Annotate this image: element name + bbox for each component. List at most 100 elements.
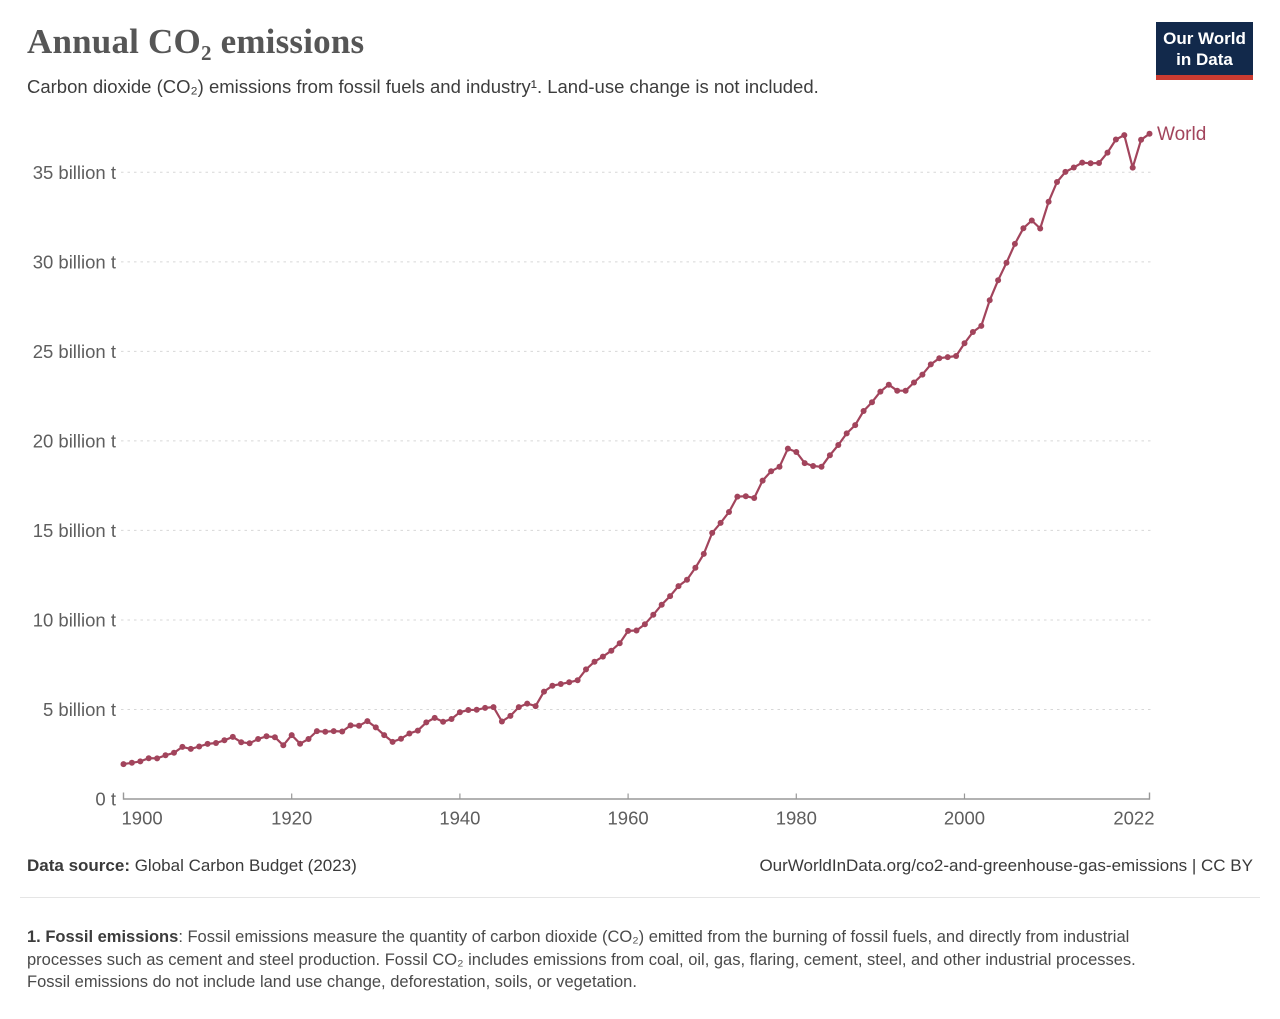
- x-axis-tick-label: 2022: [1113, 808, 1154, 829]
- world-series-point: [490, 704, 497, 711]
- world-series-point: [1045, 198, 1052, 205]
- world-series-point: [852, 422, 859, 429]
- world-series-point: [389, 738, 396, 745]
- world-series-point: [330, 728, 337, 735]
- world-series-line: [123, 132, 1151, 766]
- world-series-point: [297, 740, 304, 747]
- world-series-point: [288, 732, 295, 739]
- x-axis-tick-label: 1900: [122, 808, 163, 829]
- world-series-point: [406, 730, 413, 737]
- footer-divider: [20, 897, 1260, 898]
- world-series-point: [692, 564, 699, 571]
- world-series-point: [204, 740, 211, 747]
- world-series-point: [776, 463, 783, 470]
- world-series-point: [557, 681, 564, 687]
- world-series-point: [608, 647, 615, 654]
- world-series-point: [818, 463, 825, 470]
- world-series-point: [482, 704, 489, 711]
- world-series-point: [768, 468, 775, 475]
- x-axis: 1900 1920 1940 1960 1980 2000 2022: [122, 792, 1155, 829]
- world-series-point: [843, 430, 850, 437]
- world-series-point: [1011, 240, 1018, 247]
- gridlines: [121, 171, 1153, 710]
- world-series-point: [995, 277, 1002, 284]
- x-axis-tick-label: 1940: [439, 808, 480, 829]
- chart-footer: Data source: Global Carbon Budget (2023)…: [27, 856, 1253, 876]
- world-series-point: [953, 353, 960, 359]
- data-source-value: Global Carbon Budget (2023): [129, 856, 357, 875]
- world-series-point: [826, 452, 833, 459]
- world-series-point: [137, 758, 144, 765]
- world-series-point: [583, 666, 589, 673]
- world-series-point: [877, 388, 884, 395]
- series-label-world: World: [1157, 124, 1207, 145]
- world-series-point: [465, 707, 472, 713]
- world-series-point: [347, 722, 354, 729]
- world-series-point: [1104, 149, 1111, 156]
- owid-logo[interactable]: Our World in Data: [1156, 22, 1253, 80]
- world-series-point: [986, 297, 993, 304]
- world-series-point: [911, 379, 917, 386]
- world-series-point: [700, 550, 707, 557]
- world-series-point: [171, 749, 177, 756]
- world-series-point: [1054, 179, 1060, 185]
- world-series-point: [574, 677, 581, 684]
- x-axis-tick-label: 1960: [608, 808, 649, 829]
- world-series-point: [221, 737, 228, 744]
- world-series-point: [187, 745, 194, 752]
- world-series-point: [599, 653, 606, 660]
- world-series-point: [322, 728, 329, 735]
- world-series-point: [414, 727, 421, 734]
- world-series-point: [313, 728, 320, 735]
- world-series-point: [944, 354, 951, 361]
- world-series-point: [524, 700, 531, 707]
- world-series-point: [128, 759, 135, 766]
- world-series-point: [793, 449, 800, 455]
- owid-logo-line1: Our World: [1163, 29, 1246, 48]
- world-series-point: [255, 736, 262, 742]
- world-series-point: [869, 399, 875, 406]
- world-series-point: [305, 736, 312, 742]
- world-series-point: [431, 714, 438, 721]
- attribution-link[interactable]: OurWorldInData.org/co2-and-greenhouse-ga…: [759, 856, 1253, 875]
- world-series-point: [1070, 164, 1077, 171]
- world-series-point: [961, 340, 968, 347]
- world-series-point: [919, 371, 926, 378]
- world-series-point: [1003, 259, 1010, 266]
- y-axis-tick-label: 10 billion t: [33, 609, 116, 630]
- y-axis-tick-label: 35 billion t: [33, 162, 116, 183]
- world-series-point: [709, 529, 716, 536]
- world-series-point: [810, 463, 817, 469]
- world-series-point: [684, 576, 690, 583]
- world-series-point: [1129, 164, 1136, 171]
- world-series-point: [473, 706, 480, 713]
- world-series-point: [1020, 225, 1027, 232]
- world-series-point: [515, 704, 522, 711]
- world-series-point: [784, 445, 791, 452]
- world-series-point: [1096, 160, 1102, 166]
- world-series-point: [339, 728, 346, 735]
- world-series-point: [1087, 160, 1094, 167]
- y-axis-tick-label: 15 billion t: [33, 520, 116, 541]
- world-series-point: [440, 718, 447, 725]
- world-series-point: [372, 724, 379, 731]
- world-series-point: [179, 743, 186, 750]
- chart-subtitle: Carbon dioxide (CO₂) emissions from foss…: [27, 76, 819, 97]
- world-series-point: [978, 322, 985, 329]
- world-series-point: [860, 408, 867, 414]
- world-series-point: [751, 495, 758, 501]
- world-series-point: [801, 460, 808, 467]
- x-axis-tick-label: 1980: [776, 808, 817, 829]
- y-axis-tick-label: 20 billion t: [33, 430, 116, 451]
- world-series-point: [1146, 130, 1153, 137]
- world-series-point: [356, 722, 362, 729]
- world-series-point: [969, 329, 976, 335]
- world-series-point: [616, 640, 623, 647]
- x-axis-tick-label: 1920: [271, 808, 312, 829]
- world-series-point: [835, 442, 842, 448]
- world-series-point: [246, 740, 253, 747]
- world-series-point: [456, 709, 463, 716]
- world-series-point: [1138, 136, 1145, 143]
- world-series-point: [591, 658, 598, 665]
- footnote: 1. Fossil emissions: Fossil emissions me…: [27, 926, 1167, 994]
